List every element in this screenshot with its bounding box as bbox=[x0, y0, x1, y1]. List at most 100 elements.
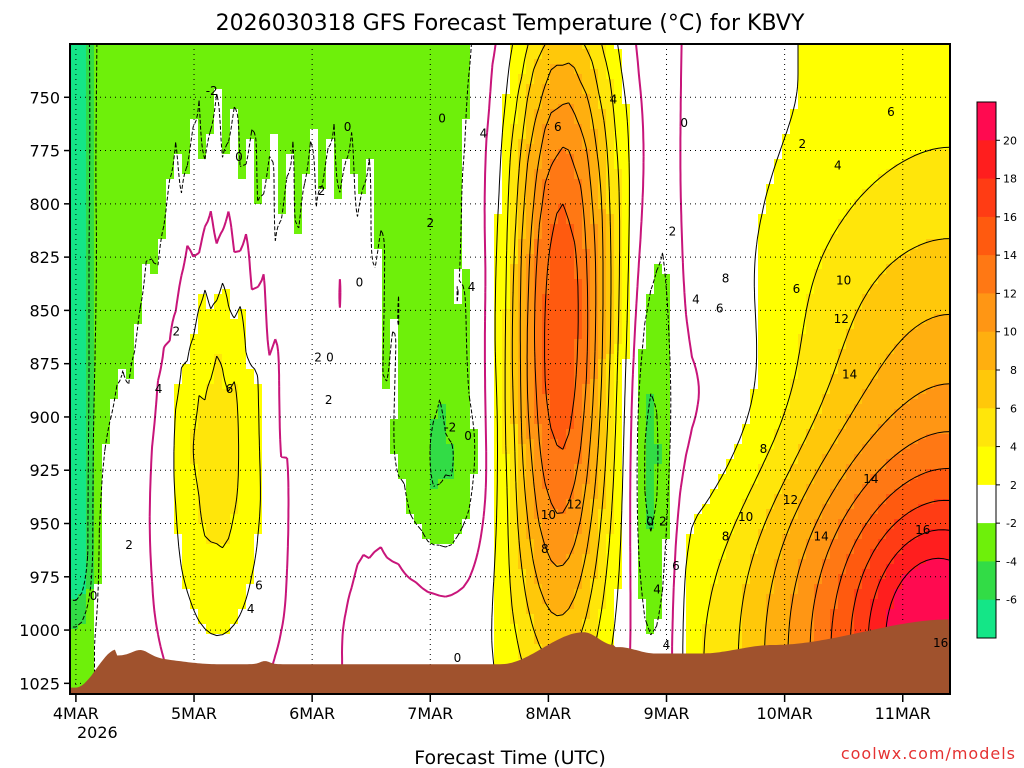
contour-label: 0 bbox=[356, 276, 364, 290]
field-cell bbox=[542, 44, 551, 85]
field-cell bbox=[502, 44, 511, 95]
contour-label: 6 bbox=[226, 382, 234, 396]
field-cell bbox=[446, 544, 455, 694]
field-cell bbox=[790, 519, 799, 595]
field-cell bbox=[542, 489, 551, 550]
field-cell bbox=[438, 544, 447, 694]
field-cell bbox=[558, 204, 567, 450]
contour-label: 4 bbox=[247, 602, 255, 616]
field-cell bbox=[782, 479, 791, 535]
field-cell bbox=[190, 464, 199, 610]
field-cell bbox=[502, 454, 511, 694]
field-cell bbox=[798, 334, 807, 445]
field-cell bbox=[582, 44, 591, 50]
field-cell bbox=[462, 44, 471, 120]
field-cell bbox=[94, 584, 103, 694]
field-cell bbox=[870, 44, 879, 185]
field-cell bbox=[174, 384, 183, 535]
x-tick-label: 8MAR bbox=[525, 704, 571, 723]
field-cell bbox=[926, 389, 935, 435]
field-cell bbox=[902, 449, 911, 485]
field-cell bbox=[870, 379, 879, 435]
field-cell bbox=[582, 554, 591, 620]
field-cell bbox=[566, 554, 575, 610]
field-cell bbox=[782, 44, 791, 135]
field-cell bbox=[870, 434, 879, 475]
contour-label: 12 bbox=[567, 497, 582, 511]
field-cell bbox=[430, 544, 439, 694]
contour-label: 0 bbox=[454, 651, 462, 665]
contour-label: 4 bbox=[834, 159, 842, 173]
isotherm-12 bbox=[534, 146, 950, 694]
field-cell bbox=[302, 44, 311, 175]
field-cell bbox=[438, 404, 447, 480]
x-tick-label: 4MAR bbox=[53, 704, 99, 723]
field-cell bbox=[150, 44, 159, 275]
field-cell bbox=[142, 264, 151, 694]
field-cell bbox=[830, 374, 839, 445]
field-cell bbox=[726, 459, 735, 535]
field-cell bbox=[790, 379, 799, 465]
field-cell bbox=[638, 349, 647, 600]
field-cell bbox=[206, 634, 215, 694]
field-cell bbox=[230, 624, 239, 694]
field-cell bbox=[526, 144, 535, 255]
field-cell bbox=[734, 444, 743, 520]
field-cell bbox=[790, 464, 799, 520]
field-cell bbox=[534, 519, 543, 585]
field-cell bbox=[934, 499, 943, 530]
field-cell bbox=[342, 159, 351, 694]
field-cell bbox=[230, 384, 239, 515]
isotherm-4 bbox=[192, 44, 950, 694]
y-tick-label: 875 bbox=[29, 355, 60, 374]
field-cell bbox=[214, 89, 223, 295]
field-cell bbox=[878, 174, 887, 275]
field-cell bbox=[366, 159, 375, 694]
contour-label: 10 bbox=[541, 508, 556, 522]
contour-label: 2 bbox=[125, 538, 133, 552]
field-cell bbox=[190, 429, 199, 465]
contour-label: 2 bbox=[318, 184, 326, 198]
field-cell bbox=[902, 484, 911, 515]
field-cell bbox=[470, 474, 479, 694]
field-cell bbox=[598, 209, 607, 360]
field-cell bbox=[78, 594, 87, 625]
field-cell bbox=[886, 529, 895, 565]
field-cell bbox=[582, 384, 591, 485]
colorbar-swatch bbox=[977, 178, 996, 218]
field-cell bbox=[918, 154, 927, 245]
field-cell bbox=[918, 44, 927, 155]
field-cell bbox=[854, 199, 863, 310]
field-cell bbox=[902, 334, 911, 405]
field-cell bbox=[214, 44, 223, 90]
field-cell bbox=[758, 529, 767, 694]
field-cell bbox=[182, 364, 191, 590]
field-cell bbox=[806, 539, 815, 650]
isotherm--2 bbox=[94, 44, 672, 694]
field-cell bbox=[894, 409, 903, 455]
field-cell bbox=[222, 634, 231, 694]
field-cell bbox=[286, 44, 295, 155]
field-cell bbox=[910, 399, 919, 445]
field-cell bbox=[422, 539, 431, 694]
x-tick-label: 11MAR bbox=[875, 704, 931, 723]
field-cell bbox=[110, 44, 119, 400]
field-cell bbox=[462, 119, 471, 270]
field-cell bbox=[862, 484, 871, 525]
contour-label: 6 bbox=[672, 559, 680, 573]
field-cell bbox=[846, 329, 855, 415]
field-cell bbox=[550, 44, 559, 65]
field-cell bbox=[654, 464, 663, 620]
field-cell bbox=[534, 424, 543, 520]
field-cell bbox=[318, 189, 327, 694]
field-cell bbox=[942, 384, 950, 435]
colorbar-label: 18 bbox=[1003, 173, 1017, 186]
field-cell bbox=[158, 44, 167, 240]
field-cell bbox=[926, 529, 935, 560]
field-cell bbox=[606, 44, 615, 80]
field-cell bbox=[854, 539, 863, 590]
field-cell bbox=[886, 44, 895, 170]
field-cell bbox=[206, 134, 215, 310]
field-cell bbox=[254, 534, 263, 694]
field-cell bbox=[590, 379, 599, 500]
